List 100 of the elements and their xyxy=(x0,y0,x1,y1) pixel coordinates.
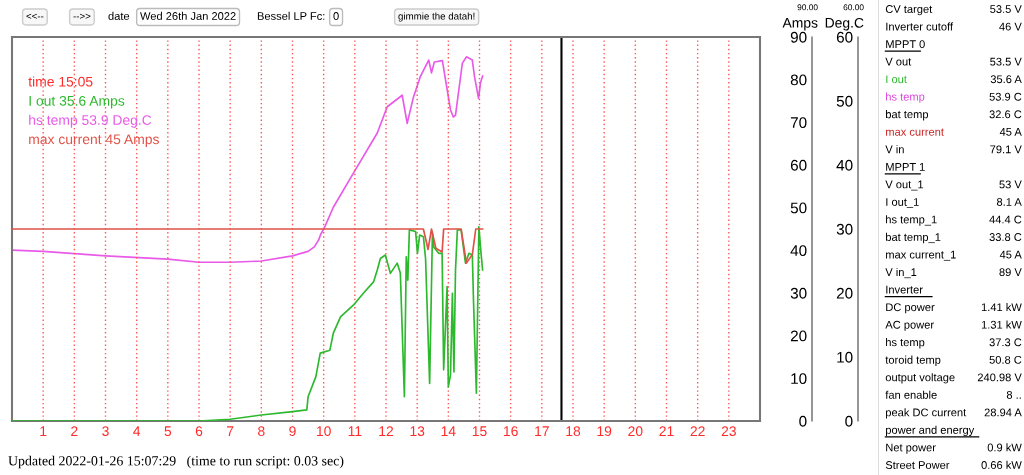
text: 90.00 xyxy=(797,4,818,11)
legend-title: time 15:05 xyxy=(28,76,93,87)
text: 53.5 V xyxy=(990,5,1022,13)
x-tick-label: 2 xyxy=(71,426,78,436)
category-label: power and energy xyxy=(886,425,975,437)
y-tick-label: 20 xyxy=(790,330,807,342)
y-tick-label: 90 xyxy=(790,31,807,43)
x-tick-label: 1 xyxy=(40,426,47,436)
category-label: Inverter xyxy=(886,285,923,294)
line-series xyxy=(12,228,484,264)
x-tick-label: 6 xyxy=(195,426,203,437)
category-label: V in_1 xyxy=(885,267,917,279)
text: 37.3 C xyxy=(989,338,1022,347)
category-label: MPPT 0 xyxy=(886,40,925,49)
text: 53 V xyxy=(999,180,1022,189)
y-tick-label: 80 xyxy=(790,74,807,86)
text: max current 45 Amps xyxy=(29,134,159,147)
x-tick-label: 4 xyxy=(133,426,141,436)
category-label: V in xyxy=(885,145,904,154)
text: 53.5 V xyxy=(990,57,1022,66)
text: 8 .. xyxy=(1006,390,1021,399)
y-tick-label: 0 xyxy=(799,415,807,427)
category-label: hs temp xyxy=(886,92,925,103)
text: 60.00 xyxy=(843,4,864,11)
text: hs temp 53.9 Deg.C xyxy=(29,114,152,128)
x-tick-label: 7 xyxy=(227,426,234,436)
category-label: AC power xyxy=(885,320,934,331)
text: Wed 26th Jan 2022 xyxy=(140,11,236,20)
category-label: peak DC current xyxy=(886,408,967,419)
text: 240.98 V xyxy=(977,373,1022,382)
line-series xyxy=(12,56,484,264)
text: 45 A xyxy=(999,128,1022,136)
text: 53.9 C xyxy=(989,92,1022,101)
text: 46 V xyxy=(999,22,1022,31)
category-label: V out xyxy=(885,57,912,66)
text: <<-- xyxy=(26,13,44,19)
y2-tick-label: 60 xyxy=(836,31,853,43)
text: 35.6 A xyxy=(990,75,1022,84)
text: I out 35.6 Amps xyxy=(29,95,125,109)
category-label: hs temp_1 xyxy=(886,215,937,226)
text: 0.66 kW xyxy=(981,460,1022,469)
x-tick-label: 10 xyxy=(317,426,331,437)
y-tick-label: 70 xyxy=(790,117,807,129)
y2-tick-label: 40 xyxy=(836,159,853,171)
x-tick-label: 21 xyxy=(659,426,674,436)
x-tick-label: 5 xyxy=(164,426,172,437)
text: 0 xyxy=(333,12,339,20)
y2-tick-label: 50 xyxy=(836,95,853,107)
y-tick-label: 50 xyxy=(790,202,807,214)
y-tick-label: 60 xyxy=(790,159,807,171)
text: 44.4 C xyxy=(989,215,1022,224)
category-label: fan enable xyxy=(885,390,937,399)
x-tick-label: 23 xyxy=(721,426,736,437)
line-series xyxy=(12,226,484,421)
x-tick-label: 3 xyxy=(102,426,109,437)
text: 1.31 kW xyxy=(981,320,1022,329)
x-tick-label: 8 xyxy=(258,426,265,437)
text: gimmie the datah! xyxy=(398,12,475,22)
category-label: bat temp_1 xyxy=(886,232,941,244)
x-tick-label: 9 xyxy=(289,426,296,437)
x-tick-label: 17 xyxy=(535,426,549,436)
x-tick-label: 20 xyxy=(628,426,643,437)
text: 89 V xyxy=(999,268,1022,277)
category-label: I out_1 xyxy=(886,198,919,208)
category-label: V out_1 xyxy=(885,180,924,191)
x-tick-label: 12 xyxy=(379,426,394,436)
category-label: bat temp xyxy=(886,110,929,121)
y-tick-label: 30 xyxy=(790,287,807,299)
category-label: hs temp xyxy=(886,338,925,349)
category-label: Net power xyxy=(886,443,936,454)
text: Bessel LP Fc: xyxy=(257,11,325,20)
text: -->> xyxy=(73,13,91,19)
text: 0.9 kW xyxy=(987,443,1022,452)
text: 28.94 A xyxy=(984,408,1022,417)
category-label: toroid temp xyxy=(885,355,941,366)
text: 33.8 C xyxy=(989,233,1022,241)
y2-axis-title: Deg.C xyxy=(825,17,864,31)
category-label: max current xyxy=(886,128,944,136)
category-label: CV target xyxy=(885,5,933,16)
y-tick-label: 10 xyxy=(791,373,807,385)
text: date xyxy=(108,11,130,20)
x-tick-label: 15 xyxy=(472,426,487,437)
y-tick-label: 40 xyxy=(790,245,807,257)
category-label: max current_1 xyxy=(886,250,956,261)
y2-tick-label: 30 xyxy=(836,223,853,235)
category-label: Street Power xyxy=(885,461,950,469)
x-tick-label: 14 xyxy=(441,426,456,436)
category-label: I out xyxy=(886,75,907,84)
category-label: output voltage xyxy=(885,373,955,384)
x-tick-label: 13 xyxy=(410,426,425,437)
text: 50.8 C xyxy=(989,355,1022,364)
text: 32.6 C xyxy=(989,110,1022,119)
category-label: Inverter cutoff xyxy=(886,22,954,31)
x-tick-label: 18 xyxy=(566,426,581,437)
text: 79.1 V xyxy=(990,145,1022,154)
x-tick-label: 22 xyxy=(690,426,705,436)
y2-tick-label: 10 xyxy=(837,351,853,363)
x-tick-label: 11 xyxy=(348,426,362,436)
x-tick-label: 16 xyxy=(504,426,518,437)
category-label: DC power xyxy=(886,303,935,314)
